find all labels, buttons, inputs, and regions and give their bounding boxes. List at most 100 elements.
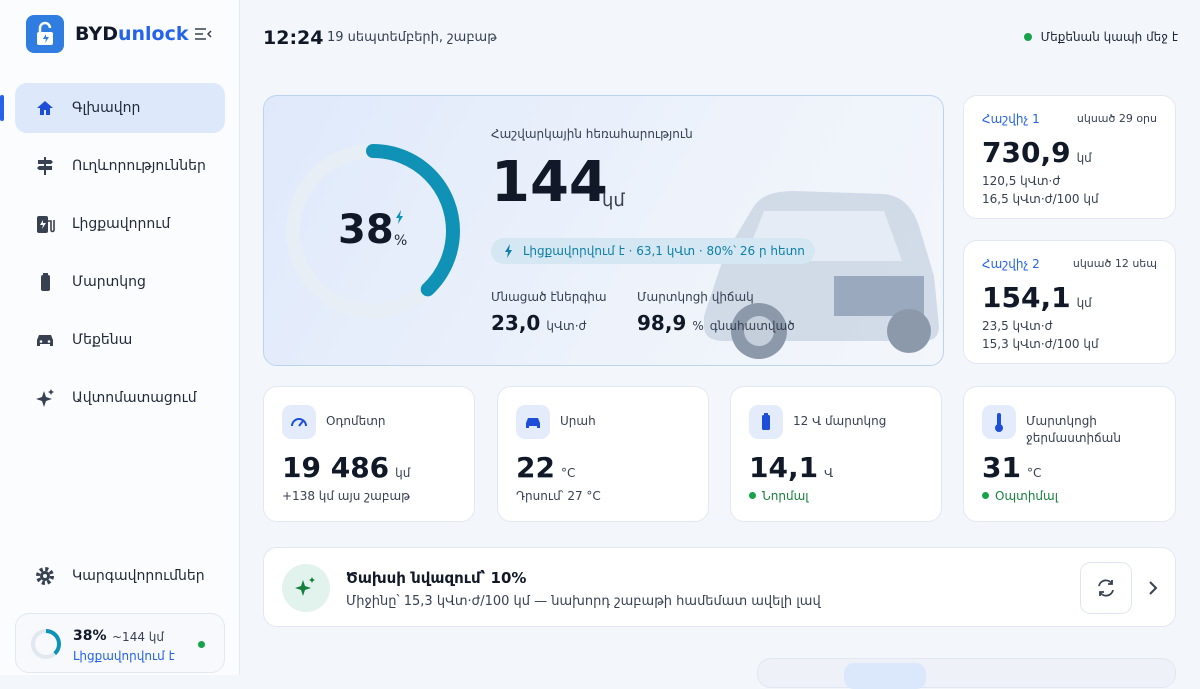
- nav-item[interactable]: Մեքենա: [15, 315, 225, 365]
- battery-unit: %: [394, 233, 408, 249]
- stat-label: Օդոմետր: [326, 414, 386, 428]
- trip-card[interactable]: Հաշվիչ 2 սկսած 12 սեպ 154,1 կմ 23,5 կՎտ·ժ 15,…: [963, 240, 1176, 364]
- insight-icon: [282, 564, 330, 612]
- nav-icon: [41, 273, 50, 291]
- energy-label: Մնացած էներգիա: [491, 290, 607, 304]
- nav-icon: [37, 216, 55, 233]
- stat-card: Սրահ 22 °C Դրսում՝ 27 °C: [497, 386, 709, 522]
- battery-ring-arc: [286, 144, 460, 318]
- stat-icon: [982, 405, 1016, 439]
- nav-label: Ուղևորություններ: [72, 158, 206, 174]
- trip-unit: կմ: [1076, 296, 1092, 310]
- stat-unit: կմ: [395, 466, 411, 480]
- trip-consumption: 16,5 կՎտ·ժ/100 կմ: [982, 192, 1099, 206]
- energy-unit: կՎտ·ժ: [546, 319, 587, 333]
- range-value: 144: [491, 150, 608, 215]
- stat-icon: [516, 405, 550, 439]
- nav-item[interactable]: Ուղևորություններ: [15, 141, 225, 191]
- nav-label: Ավտոմատացում: [72, 390, 197, 406]
- logo-text: BYDunlock: [75, 23, 189, 45]
- nav-icon: [37, 335, 53, 346]
- energy-value: 23,0: [491, 311, 541, 335]
- status-state: Լիցքավորվում է: [73, 649, 175, 663]
- range-label: Հաշվարկային հեռահարություն: [491, 127, 693, 141]
- nav-item[interactable]: Լիցքավորում: [15, 199, 225, 249]
- stat-value: 22: [516, 451, 555, 484]
- nav-label: Գլխավոր: [72, 100, 141, 116]
- nav-icon: [36, 389, 54, 407]
- sidebar: BYDunlock Գլխավոր Ուղևորություններ Լիցքա…: [0, 0, 240, 675]
- brand: BYD: [75, 23, 118, 45]
- stat-value: 31: [982, 451, 1021, 484]
- stat-label: Սրահ: [560, 414, 596, 428]
- nav-label: Կարգավորումներ: [72, 568, 205, 584]
- trip-card[interactable]: Հաշվիչ 1 սկսած 29 օրս 730,9 կմ 120,5 կՎտ·ժ 16…: [963, 95, 1176, 219]
- stat-card: Օդոմետր 19 486 կմ +138 կմ այս շաբաթ: [263, 386, 475, 522]
- collapse-button[interactable]: [194, 27, 212, 41]
- refresh-button[interactable]: [1080, 562, 1132, 614]
- stat-value: 14,1: [749, 451, 819, 484]
- nav-item[interactable]: Մարտկոց: [15, 257, 225, 307]
- bolt-icon: [396, 210, 403, 224]
- trip-consumption: 15,3 կՎտ·ժ/100 կմ: [982, 337, 1099, 351]
- active-indicator: [0, 95, 4, 121]
- nav-icon: [37, 157, 53, 175]
- status-dot: [198, 641, 205, 648]
- stat-note: Դրսում՝ 27 °C: [516, 489, 601, 503]
- status-card[interactable]: 38% ~144 կմ Լիցքավորվում է: [15, 613, 225, 673]
- health-label: Մարտկոցի վիճակ: [637, 290, 754, 304]
- trip-distance: 730,9: [982, 136, 1071, 169]
- app: BYDunlock Գլխավոր Ուղևորություններ Լիցքա…: [0, 0, 1200, 675]
- health-value: 98,9: [637, 311, 687, 335]
- stat-card: 12 Վ մարտկոց 14,1 Վ Նորմալ: [730, 386, 942, 522]
- stat-note: Օպտիմալ: [982, 489, 1058, 503]
- nav-label: Մեքենա: [72, 332, 133, 348]
- range-unit: կմ: [602, 190, 625, 211]
- mini-ring-arc: [31, 629, 61, 659]
- car-image: [704, 191, 939, 359]
- connection-status: Մեքենան կապի մեջ է: [1023, 30, 1178, 44]
- logo-icon: [26, 15, 64, 53]
- stat-note: Նորմալ: [749, 489, 809, 503]
- stat-note: +138 կմ այս շաբաթ: [282, 489, 410, 503]
- stat-icon: [749, 405, 783, 439]
- battery-card: 38 % Հաշվարկային հեռահարություն 144 կմ Լ…: [263, 95, 944, 366]
- stat-label: 12 Վ մարտկոց: [793, 414, 887, 428]
- date: 19 սեպտեմբերի, շաբաթ: [327, 30, 497, 45]
- health-unit: %: [692, 319, 704, 333]
- bolt-icon: [505, 244, 512, 258]
- stat-icon: [282, 405, 316, 439]
- nav-item[interactable]: Գլխավոր: [15, 83, 225, 133]
- stat-unit: °C: [560, 466, 576, 480]
- chevron-button[interactable]: [1147, 580, 1159, 596]
- charging-pill: Լիցքավորվում է · 63,1 կՎտ · 80%՝ 26 ր հե…: [491, 238, 815, 264]
- battery-level: 38: [338, 207, 394, 253]
- insight-text: Միջինը՝ 15,3 կՎտ·ժ/100 կմ — նախորդ շաբաթ…: [346, 594, 821, 609]
- trip-unit: կմ: [1076, 151, 1092, 165]
- nav-item[interactable]: Ավտոմատացում: [15, 373, 225, 423]
- stat-label: Մարտկոցի ջերմաստիճան: [1026, 414, 1121, 445]
- connection-dot: [1023, 33, 1032, 41]
- nav-item[interactable]: Կարգավորումներ: [15, 551, 225, 601]
- insight-title: Ծախսի նվազում՝ 10%: [346, 569, 527, 587]
- health-note: գնահատված: [709, 319, 795, 333]
- status-range: ~144 կմ: [112, 630, 164, 644]
- battery-ring: [286, 144, 460, 318]
- nav-icon: [36, 567, 54, 585]
- stat-value: 19 486: [282, 451, 390, 484]
- trip-energy: 23,5 կՎտ·ժ: [982, 319, 1053, 333]
- charging-text: Լիցքավորվում է · 63,1 կՎտ · 80%՝ 26 ր հե…: [523, 244, 805, 258]
- trip-energy: 120,5 կՎտ·ժ: [982, 174, 1061, 188]
- trip-name: Հաշվիչ 1: [982, 112, 1040, 126]
- nav-label: Լիցքավորում: [72, 216, 171, 232]
- trip-since: սկսած 29 օրս: [1076, 112, 1157, 125]
- nav-icon: [37, 101, 53, 115]
- tab-active[interactable]: [844, 663, 926, 689]
- insight-banner[interactable]: Ծախսի նվազում՝ 10% Միջինը՝ 15,3 կՎտ·ժ/10…: [263, 547, 1176, 627]
- trip-distance: 154,1: [982, 281, 1071, 314]
- brand-accent: unlock: [117, 23, 189, 45]
- tab-bar: [757, 658, 1176, 689]
- connection-text: Մեքենան կապի մեջ է: [1040, 30, 1178, 44]
- stat-unit: Վ: [824, 466, 834, 480]
- mini-ring: [31, 629, 61, 659]
